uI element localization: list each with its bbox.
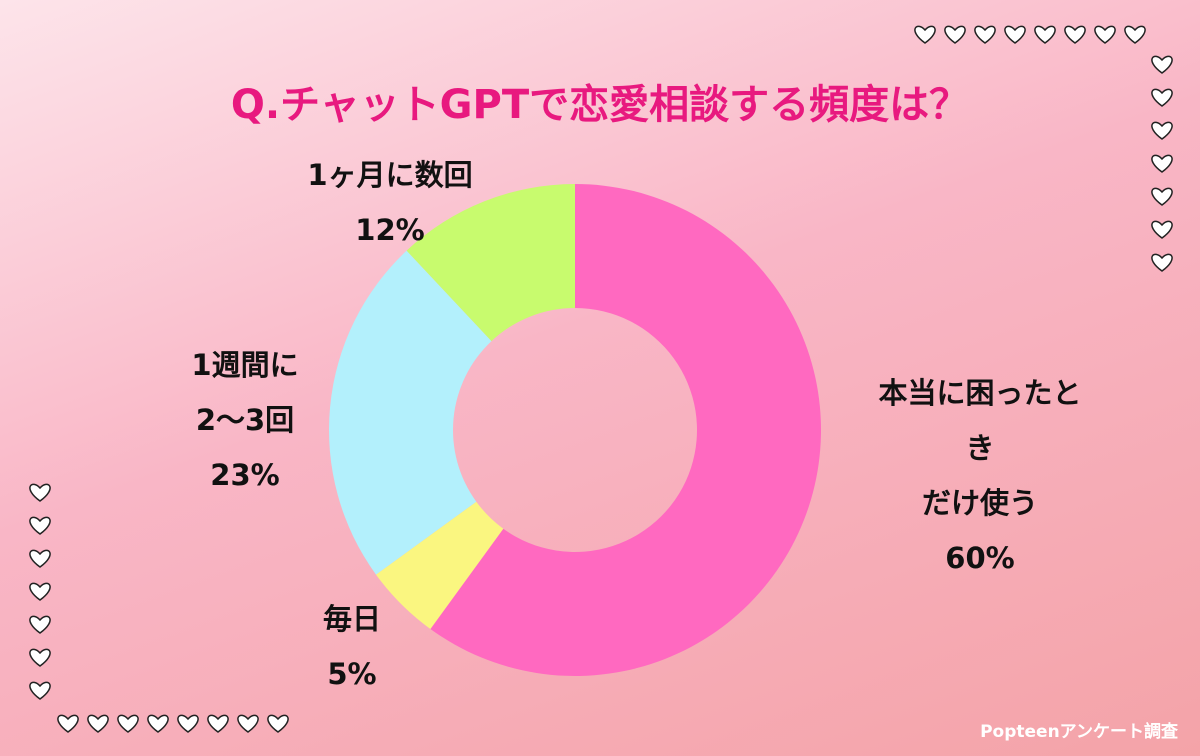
decor-heart: [974, 25, 996, 44]
decor-heart: [87, 714, 109, 733]
decor-heart: [1004, 25, 1026, 44]
decor-heart: [177, 714, 199, 733]
decor-heart: [207, 714, 229, 733]
category-label: 1ヶ月に数回: [307, 158, 473, 192]
decor-heart: [1124, 25, 1146, 44]
decor-heart: [944, 25, 966, 44]
value-label: 23%: [210, 458, 280, 492]
decor-heart: [1151, 55, 1173, 74]
decor-heart: [1151, 121, 1173, 140]
category-label: 毎日: [322, 602, 382, 636]
decor-heart: [147, 714, 169, 733]
segment-label: 本当に困ったとき だけ使う 60%: [870, 366, 1090, 586]
segment-label: 1ヶ月に数回 12%: [307, 148, 472, 258]
decor-heart: [29, 681, 51, 700]
donut-segment: [329, 250, 492, 575]
decor-heart: [1034, 25, 1056, 44]
value-label: 12%: [355, 213, 425, 247]
donut-segment: [406, 184, 575, 342]
decor-heart: [29, 648, 51, 667]
decor-heart: [1094, 25, 1116, 44]
value-label: 60%: [945, 541, 1015, 575]
decor-heart: [1151, 220, 1173, 239]
category-label: 1週間に 2〜3回: [191, 348, 299, 437]
segment-label: 1週間に 2〜3回 23%: [191, 338, 298, 503]
decor-heart: [29, 615, 51, 634]
chart-title: Q.チャットGPTで恋愛相談する頻度は？: [230, 82, 970, 128]
segment-label: 毎日 5%: [323, 592, 381, 702]
decor-heart: [1151, 187, 1173, 206]
donut-segment: [375, 501, 504, 630]
decor-heart: [1151, 253, 1173, 272]
decor-heart: [29, 516, 51, 535]
value-label: 5%: [327, 657, 377, 691]
decor-heart: [267, 714, 289, 733]
decor-heart: [1064, 25, 1086, 44]
decor-heart: [117, 714, 139, 733]
decor-heart: [29, 582, 51, 601]
donut-segment: [430, 184, 822, 677]
decor-heart: [29, 483, 51, 502]
decor-heart: [237, 714, 259, 733]
decor-heart: [914, 25, 936, 44]
decor-heart: [57, 714, 79, 733]
decor-heart: [29, 549, 51, 568]
decor-heart: [1151, 154, 1173, 173]
decor-heart: [1151, 88, 1173, 107]
source: Popteenアンケート調査: [980, 722, 1178, 742]
category-label: 本当に困ったとき だけ使う: [878, 376, 1082, 520]
